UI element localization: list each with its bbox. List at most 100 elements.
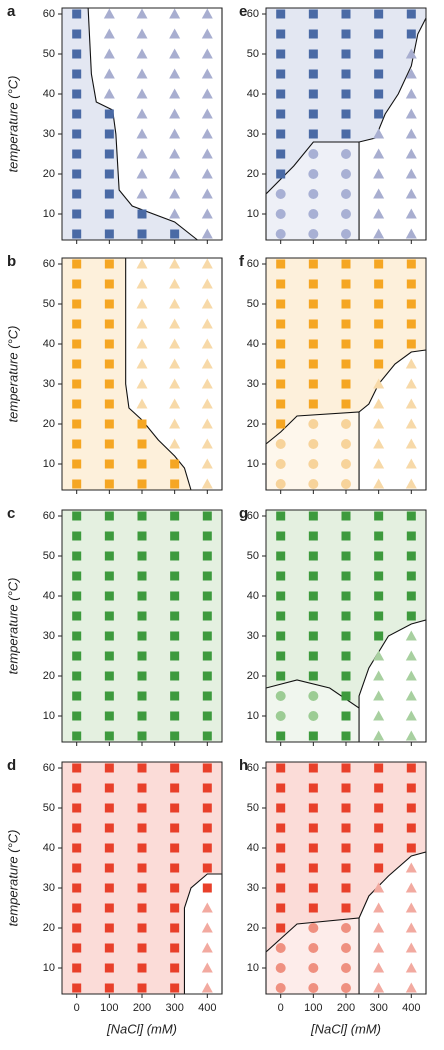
triangle-marker <box>169 208 181 219</box>
square-marker <box>170 591 180 601</box>
square-marker <box>170 763 180 773</box>
triangle-marker <box>405 862 417 873</box>
y-tick-label: 20 <box>43 418 55 430</box>
square-marker <box>308 29 318 39</box>
triangle-marker <box>169 398 181 409</box>
square-marker <box>276 339 286 349</box>
triangle-marker <box>169 48 181 59</box>
y-tick-label: 20 <box>247 670 259 682</box>
square-marker <box>308 571 318 581</box>
triangle-marker <box>169 88 181 99</box>
square-marker <box>202 591 212 601</box>
square-marker <box>202 611 212 621</box>
triangle-marker <box>405 208 417 219</box>
square-marker <box>341 319 351 329</box>
square-marker <box>406 843 416 853</box>
square-marker <box>72 209 82 219</box>
y-tick-label: 50 <box>247 298 259 310</box>
square-marker <box>72 459 82 469</box>
square-marker <box>72 511 82 521</box>
triangle-marker <box>169 168 181 179</box>
square-marker <box>341 671 351 681</box>
circle-marker <box>308 149 319 159</box>
triangle-marker <box>103 48 115 59</box>
square-marker <box>170 711 180 721</box>
square-marker <box>406 339 416 349</box>
square-marker <box>137 983 147 993</box>
square-marker <box>104 129 114 139</box>
triangle-marker <box>201 398 213 409</box>
square-marker <box>104 763 114 773</box>
triangle-marker <box>405 358 417 369</box>
circle-marker <box>308 419 319 429</box>
triangle-marker <box>405 128 417 139</box>
square-marker <box>374 823 384 833</box>
square-marker <box>72 109 82 119</box>
square-marker <box>276 511 286 521</box>
circle-marker <box>275 189 286 199</box>
y-axis-label: temperature (°C) <box>5 326 20 423</box>
square-marker <box>406 823 416 833</box>
x-axis-label: [NaCl] (mM) <box>310 1021 381 1036</box>
y-tick-label: 10 <box>43 208 55 220</box>
square-marker <box>308 903 318 913</box>
square-marker <box>137 691 147 701</box>
triangle-marker <box>103 28 115 39</box>
square-marker <box>137 209 147 219</box>
square-marker <box>276 731 286 741</box>
triangle-marker <box>201 128 213 139</box>
square-marker <box>202 511 212 521</box>
square-marker <box>72 823 82 833</box>
triangle-marker <box>373 148 385 159</box>
square-marker <box>341 823 351 833</box>
square-marker <box>308 551 318 561</box>
square-marker <box>341 591 351 601</box>
square-marker <box>308 259 318 269</box>
triangle-marker <box>405 630 417 641</box>
x-tick-label: 0 <box>74 1002 80 1014</box>
square-marker <box>72 279 82 289</box>
triangle-marker <box>405 168 417 179</box>
y-tick-label: 40 <box>43 338 55 350</box>
x-tick-label: 300 <box>369 1002 387 1014</box>
square-marker <box>170 823 180 833</box>
triangle-marker <box>169 68 181 79</box>
triangle-marker <box>201 68 213 79</box>
triangle-marker <box>136 188 148 199</box>
square-marker <box>72 399 82 409</box>
square-marker <box>72 29 82 39</box>
triangle-marker <box>373 690 385 701</box>
y-tick-label: 60 <box>247 8 259 20</box>
square-marker <box>72 783 82 793</box>
square-marker <box>341 69 351 79</box>
triangle-marker <box>405 882 417 893</box>
square-marker <box>104 591 114 601</box>
square-marker <box>341 129 351 139</box>
square-marker <box>72 711 82 721</box>
square-marker <box>137 479 147 489</box>
y-tick-label: 30 <box>43 882 55 894</box>
square-marker <box>374 299 384 309</box>
triangle-marker <box>136 338 148 349</box>
circle-marker <box>275 459 286 469</box>
triangle-marker <box>405 902 417 913</box>
triangle-marker <box>136 128 148 139</box>
triangle-marker <box>373 922 385 933</box>
square-marker <box>72 531 82 541</box>
square-marker <box>202 863 212 873</box>
square-marker <box>406 511 416 521</box>
square-marker <box>276 883 286 893</box>
square-marker <box>308 531 318 541</box>
square-marker <box>374 783 384 793</box>
square-marker <box>170 983 180 993</box>
square-marker <box>104 783 114 793</box>
y-axis-label: temperature (°C) <box>5 76 20 173</box>
square-marker <box>374 863 384 873</box>
square-marker <box>104 511 114 521</box>
square-marker <box>72 299 82 309</box>
square-marker <box>202 883 212 893</box>
circle-marker <box>308 479 319 489</box>
triangle-marker <box>201 902 213 913</box>
circle-marker <box>308 169 319 179</box>
